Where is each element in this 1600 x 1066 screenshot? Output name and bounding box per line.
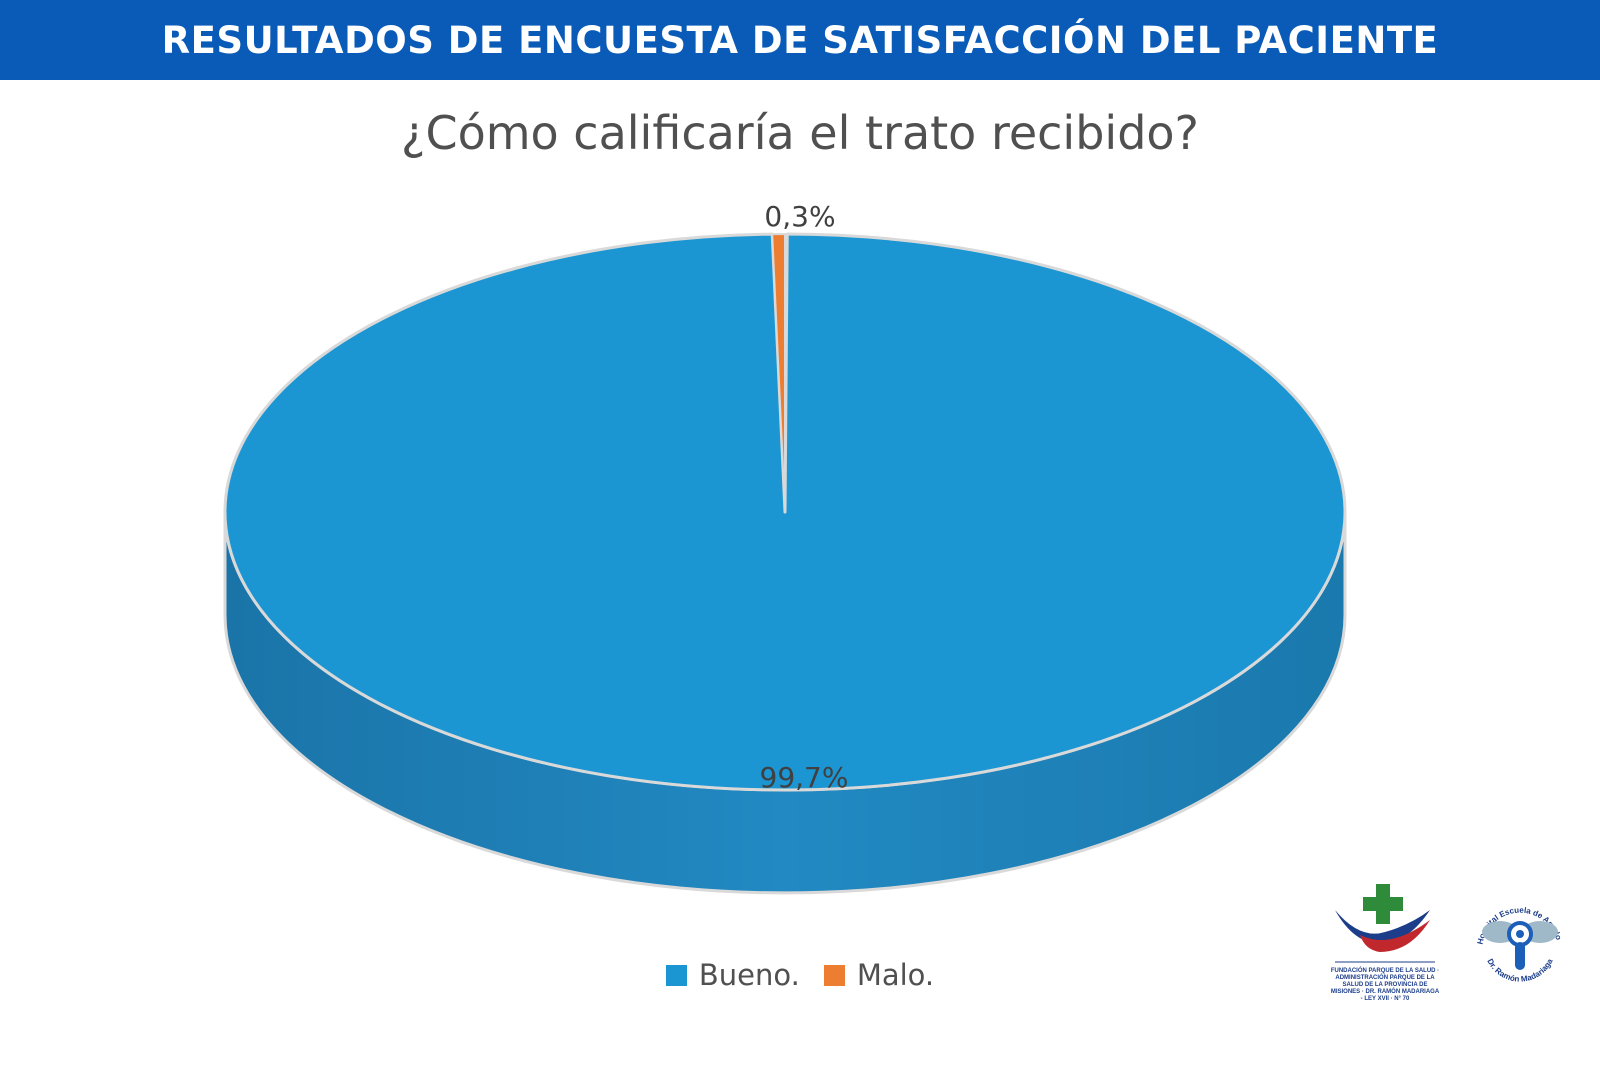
legend-swatch-malo [823,964,845,986]
fundacion-logo-text: FUNDACIÓN PARQUE DE LA SALUD · ADMINISTR… [1330,968,1440,1002]
hospital-escuela-logo: Hospital Escuela de Agudos Dr. Ramón Mad… [1463,873,1575,1005]
legend-item-bueno: Bueno. [665,958,800,992]
legend-swatch-bueno [665,964,687,986]
page-title: RESULTADOS DE ENCUESTA DE SATISFACCIÓN D… [161,18,1439,62]
header-bar: RESULTADOS DE ENCUESTA DE SATISFACCIÓN D… [0,0,1600,80]
data-label-malo: 0,3% [764,200,835,233]
logos: FUNDACIÓN PARQUE DE LA SALUD · ADMINISTR… [1330,873,1580,1010]
fundacion-parque-salud-logo: FUNDACIÓN PARQUE DE LA SALUD · ADMINISTR… [1330,880,1440,1005]
chart-title: ¿Cómo calificaría el trato recibido? [401,106,1199,160]
legend-item-malo: Malo. [823,958,935,992]
data-label-bueno: 99,7% [760,761,849,794]
legend-label-malo: Malo. [856,958,935,992]
pie-slice-malo [771,233,786,513]
legend-label-bueno: Bueno. [698,958,800,992]
chart-legend: Bueno. Malo. [0,958,1600,992]
